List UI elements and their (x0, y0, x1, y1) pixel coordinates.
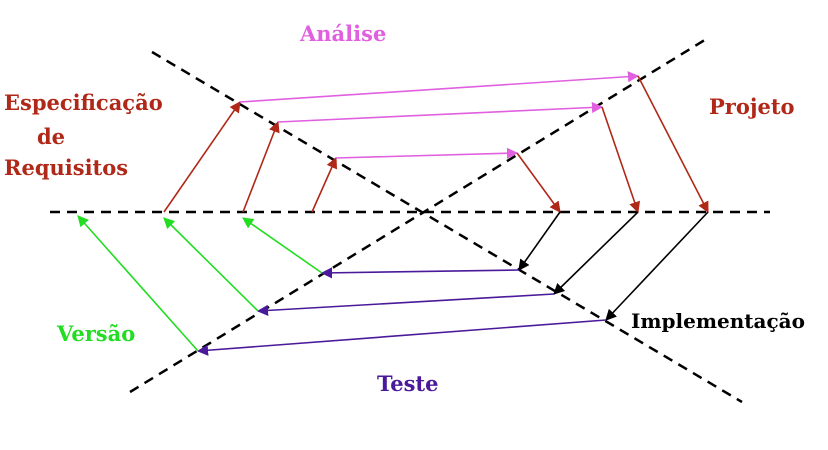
arrow-outer-teste-to-versao (77, 215, 199, 352)
label-analise: Análise (300, 21, 387, 46)
arrow-outer-projeto-to-axis (637, 75, 709, 213)
arrow-inner-analise-to-projeto (335, 147, 519, 159)
label-implementacao: Implementação (631, 309, 805, 333)
arrow-inner-teste-to-versao (242, 217, 323, 274)
axis-diagonal-descending (151, 50, 743, 404)
label-projeto: Projeto (709, 94, 795, 119)
arrow-inner-axis-to-implementacao (518, 211, 561, 271)
label-versao: Versão (57, 321, 136, 346)
arrow-middle-implementacao-to-teste (256, 293, 555, 317)
arrow-inner-projeto-to-axis (516, 152, 561, 213)
axis-diagonal-ascending (129, 36, 709, 394)
arrow-outer-especificacao-to-analise (163, 101, 241, 213)
arrow-middle-teste-to-versao (163, 217, 259, 312)
arrow-middle-axis-to-implementacao (553, 211, 639, 295)
arrow-middle-projeto-to-axis (601, 106, 641, 214)
label-especificacao-line3: Requisitos (4, 155, 129, 180)
arrow-inner-especificacao-to-analise (311, 156, 338, 213)
arrow-middle-especificacao-to-analise (242, 120, 280, 213)
arrow-outer-implementacao-to-teste (196, 319, 607, 356)
arrow-outer-analise-to-projeto (239, 71, 640, 103)
label-especificacao-line2: de (37, 124, 66, 149)
label-teste: Teste (377, 371, 439, 396)
label-especificacao-line1: Especificação (4, 90, 163, 115)
arrow-middle-analise-to-projeto (277, 101, 604, 123)
arrow-inner-implementacao-to-teste (320, 267, 520, 279)
arrow-outer-axis-to-implementacao (605, 211, 709, 321)
